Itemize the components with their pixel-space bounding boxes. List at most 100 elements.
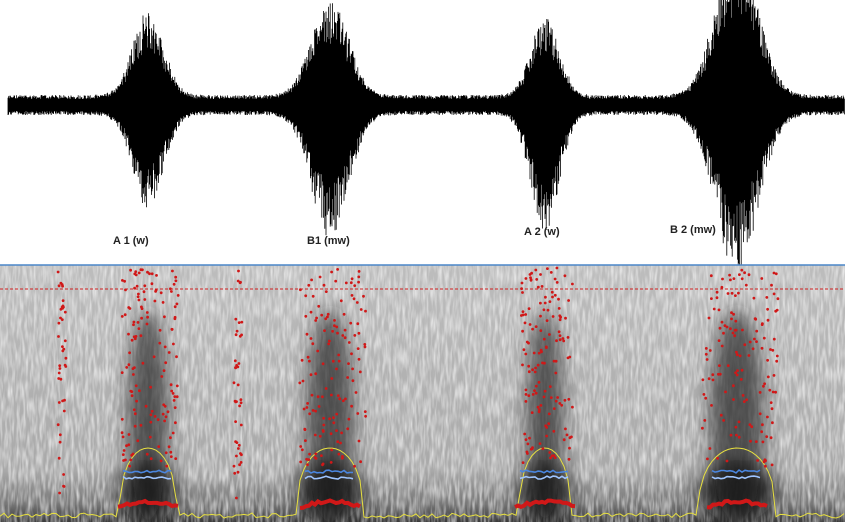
formant-dot <box>540 350 543 353</box>
formant-dot <box>732 332 735 335</box>
formant-dot <box>761 423 764 426</box>
formant-dot <box>556 396 559 399</box>
formant-dot <box>240 401 243 404</box>
formant-dot <box>314 434 317 437</box>
formant-dot <box>330 461 333 464</box>
formant-dot <box>764 465 767 468</box>
formant-dot <box>135 274 138 277</box>
formant-dot <box>525 393 528 396</box>
formant-dot <box>348 341 351 344</box>
formant-dot <box>142 362 145 365</box>
formant-dot <box>170 383 173 386</box>
formant-dot <box>306 463 309 466</box>
formant-dot <box>123 449 126 452</box>
formant-dot <box>729 279 732 282</box>
formant-dot <box>726 326 729 329</box>
formant-dot <box>763 460 766 463</box>
formant-dot <box>330 449 333 452</box>
formant-dot <box>721 345 724 348</box>
formant-dot <box>538 410 541 413</box>
formant-dot <box>718 309 721 312</box>
formant-dot <box>551 296 554 299</box>
formant-dot <box>170 290 173 293</box>
formant-dot <box>771 421 774 424</box>
formant-dot <box>760 277 763 280</box>
formant-dot <box>735 351 738 354</box>
formant-dot <box>773 374 776 377</box>
formant-dot <box>164 346 167 349</box>
formant-dot <box>154 300 157 303</box>
formant-dot <box>124 289 127 292</box>
formant-dot <box>535 325 538 328</box>
formant-dot <box>172 392 175 395</box>
formant-dot <box>748 273 751 276</box>
formant-dot <box>162 413 165 416</box>
formant-dot <box>138 272 141 275</box>
formant-dot <box>338 360 341 363</box>
formant-dot <box>544 302 547 305</box>
formant-dot <box>174 276 177 279</box>
formant-dot <box>544 390 547 393</box>
formant-dot <box>759 412 762 415</box>
formant-dot <box>124 313 127 316</box>
formant-dot <box>236 441 239 444</box>
formant-dot <box>749 423 752 426</box>
formant-dot <box>353 297 356 300</box>
formant-dot <box>65 357 68 360</box>
formant-dot <box>752 347 755 350</box>
formant-dot <box>364 310 367 313</box>
formant-dot <box>529 273 532 276</box>
formant-dot <box>708 377 711 380</box>
formant-dot <box>57 423 60 426</box>
formant-dot <box>174 457 177 460</box>
formant-dot <box>549 457 552 460</box>
formant-dot <box>238 362 241 365</box>
formant-dot <box>539 329 542 332</box>
formant-dot <box>125 366 128 369</box>
formant-dot <box>521 364 524 367</box>
formant-dot <box>175 355 178 358</box>
formant-dot <box>135 400 138 403</box>
formant-dot <box>157 445 160 448</box>
formant-dot <box>716 296 719 299</box>
formant-dot <box>727 364 730 367</box>
formant-dot <box>343 313 346 316</box>
formant-dot <box>172 343 175 346</box>
formant-dot <box>742 394 745 397</box>
formant-dot <box>58 322 61 325</box>
formant-dot <box>355 391 358 394</box>
formant-dot <box>299 445 302 448</box>
formant-dot <box>771 349 774 352</box>
formant-dot <box>734 320 737 323</box>
formant-dot <box>535 385 538 388</box>
formant-dot <box>734 294 737 297</box>
formant-dot <box>153 355 156 358</box>
formant-dot <box>239 452 242 455</box>
formant-dot <box>702 378 705 381</box>
formant-dot <box>548 333 551 336</box>
formant-dot <box>738 421 741 424</box>
formant-dot <box>761 323 764 326</box>
energy-region <box>119 460 176 520</box>
formant-dot <box>58 492 61 495</box>
formant-dot <box>527 394 530 397</box>
formant-dot <box>716 457 719 460</box>
formant-dot <box>534 367 537 370</box>
formant-dot <box>352 379 355 382</box>
formant-dot <box>364 410 367 413</box>
formant-dot <box>310 373 313 376</box>
formant-dot <box>728 274 731 277</box>
formant-dot <box>146 453 149 456</box>
formant-dot <box>128 465 131 468</box>
formant-dot <box>552 430 555 433</box>
formant-dot <box>334 280 337 283</box>
formant-dot <box>711 373 714 376</box>
formant-dot <box>556 281 559 284</box>
formant-dot <box>765 435 768 438</box>
formant-dot <box>701 427 704 430</box>
formant-dot <box>299 461 302 464</box>
formant-dot <box>60 378 63 381</box>
formant-dot <box>527 342 530 345</box>
formant-dot <box>163 315 166 318</box>
formant-dot <box>312 295 315 298</box>
